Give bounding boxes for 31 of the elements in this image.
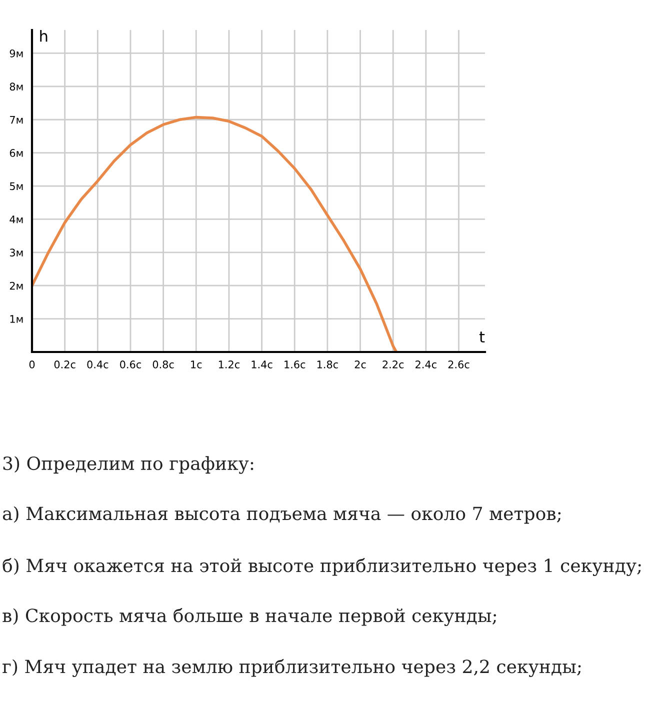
x-tick-label: 1.8с — [317, 360, 338, 368]
x-axis-title: t — [479, 332, 485, 342]
text: г) Мяч упадет на землю приблизительно через 2,2 секунды; — [2, 658, 581, 678]
text: 3) Определим по графику: — [3, 456, 254, 474]
y-tick-label: 2м — [10, 282, 23, 290]
x-tick-label: 1.4с — [252, 360, 272, 368]
y-tick-label: 4м — [10, 216, 23, 224]
x-tick-label: 0.8с — [152, 360, 174, 368]
line-series — [32, 116, 398, 352]
x-tick-label: 2с — [354, 360, 366, 368]
x-tick-label: 0.2с — [54, 360, 76, 368]
x-tick-label: 0.6с — [120, 360, 141, 368]
x-tick-label: 0.4с — [87, 360, 108, 368]
x-tick-label: 1.2с — [218, 360, 240, 368]
x-tick-label: 2.6с — [448, 360, 470, 368]
x-tick-label: 1.6с — [284, 360, 306, 368]
text: в) Скорость мяча больше в начале первой секунды; — [2, 608, 496, 626]
y-tick-label: 6м — [10, 149, 23, 157]
y-tick-label: 5м — [10, 182, 23, 190]
x-tick-label: 1с — [191, 360, 202, 368]
x-tick-label: 0 — [29, 360, 35, 368]
y-tick-label: 3м — [10, 248, 23, 257]
x-tick-label: 2.4с — [416, 360, 436, 368]
text: а) Максимальная высота подъема мяча — около 7 метров; — [2, 506, 561, 524]
y-tick-label: 8м — [10, 82, 23, 91]
text: б) Мяч окажется на этой высоте приблизительно через 1 секунду; — [2, 558, 641, 576]
x-tick-label: 2.2с — [382, 360, 404, 368]
y-axis-title: h — [40, 30, 48, 42]
y-tick-label: 1м — [10, 315, 23, 323]
y-tick-label: 7м — [10, 116, 23, 124]
y-tick-label: 9м — [10, 49, 23, 58]
